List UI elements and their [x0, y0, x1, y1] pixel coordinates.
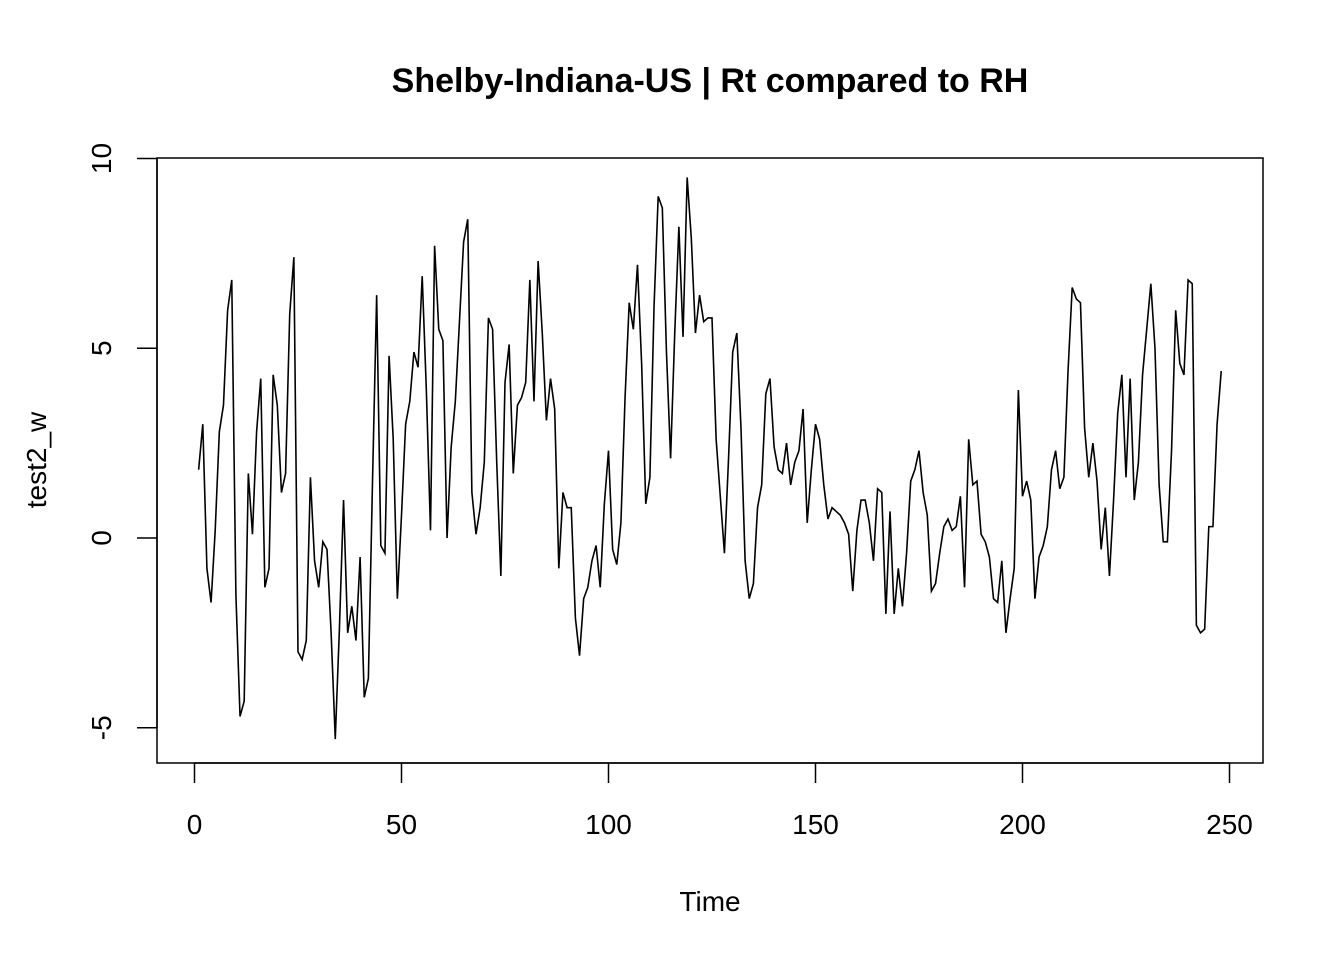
- y-tick-label: -5: [86, 715, 117, 740]
- y-axis-label: test2_w: [21, 411, 52, 508]
- y-tick-label: 5: [86, 340, 117, 356]
- x-tick-label: 250: [1206, 809, 1253, 840]
- x-tick-label: 150: [792, 809, 839, 840]
- x-tick-label: 200: [999, 809, 1046, 840]
- chart-title: Shelby-Indiana-US | Rt compared to RH: [392, 62, 1029, 100]
- x-tick-label: 50: [386, 809, 417, 840]
- y-tick-label: 10: [86, 143, 117, 174]
- x-tick-label: 0: [187, 809, 203, 840]
- x-axis: 0 50 100 150 200 250: [187, 762, 1253, 840]
- x-axis-label: Time: [679, 886, 740, 917]
- x-tick-label: 100: [585, 809, 632, 840]
- y-tick-label: 0: [86, 530, 117, 546]
- series-line-1: [197, 177, 1223, 740]
- y-axis: -5 0 5 10: [86, 143, 158, 740]
- series-layer: [197, 177, 1223, 740]
